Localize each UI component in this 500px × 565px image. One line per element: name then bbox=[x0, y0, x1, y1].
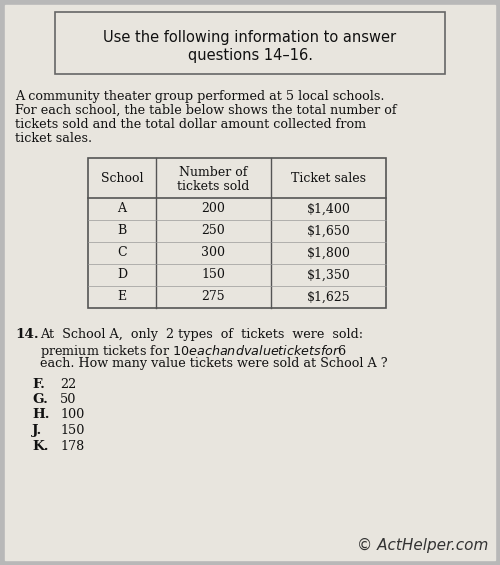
Text: $1,350: $1,350 bbox=[306, 268, 350, 281]
Text: 100: 100 bbox=[60, 408, 84, 421]
Text: J.: J. bbox=[32, 424, 42, 437]
Text: H.: H. bbox=[32, 408, 50, 421]
Text: At  School A,  only  2 types  of  tickets  were  sold:: At School A, only 2 types of tickets wer… bbox=[40, 328, 363, 341]
Text: For each school, the table below shows the total number of: For each school, the table below shows t… bbox=[15, 104, 396, 117]
Text: 250: 250 bbox=[202, 224, 226, 237]
Text: F.: F. bbox=[32, 377, 45, 390]
Text: 150: 150 bbox=[60, 424, 84, 437]
Text: D: D bbox=[117, 268, 127, 281]
Text: ticket sales.: ticket sales. bbox=[15, 132, 92, 145]
Text: 150: 150 bbox=[202, 268, 226, 281]
Text: $1,800: $1,800 bbox=[306, 246, 350, 259]
Bar bbox=[88, 158, 386, 308]
Text: A: A bbox=[118, 202, 126, 215]
Text: tickets sold and the total dollar amount collected from: tickets sold and the total dollar amount… bbox=[15, 118, 366, 131]
Text: 200: 200 bbox=[202, 202, 226, 215]
Text: Ticket sales: Ticket sales bbox=[291, 172, 366, 185]
Text: $1,400: $1,400 bbox=[306, 202, 350, 215]
Text: © ActHelper.com: © ActHelper.com bbox=[356, 538, 488, 553]
Text: 178: 178 bbox=[60, 440, 84, 453]
Text: tickets sold: tickets sold bbox=[178, 180, 250, 193]
Text: 14.: 14. bbox=[15, 328, 38, 341]
Text: premium tickets for $10 each and value tickets for $6: premium tickets for $10 each and value t… bbox=[40, 342, 348, 359]
Text: Number of: Number of bbox=[180, 166, 248, 179]
Text: School: School bbox=[101, 172, 144, 185]
Text: A community theater group performed at 5 local schools.: A community theater group performed at 5… bbox=[15, 90, 384, 103]
Text: C: C bbox=[117, 246, 127, 259]
Bar bbox=[55, 12, 445, 74]
Text: 50: 50 bbox=[60, 393, 76, 406]
Text: each. How many value tickets were sold at School A ?: each. How many value tickets were sold a… bbox=[40, 357, 388, 370]
Text: $1,650: $1,650 bbox=[306, 224, 350, 237]
Text: E: E bbox=[118, 290, 126, 303]
Text: questions 14–16.: questions 14–16. bbox=[188, 48, 312, 63]
Text: 275: 275 bbox=[202, 290, 226, 303]
Text: G.: G. bbox=[32, 393, 48, 406]
Text: 22: 22 bbox=[60, 377, 76, 390]
Text: B: B bbox=[118, 224, 126, 237]
Text: Use the following information to answer: Use the following information to answer bbox=[104, 30, 397, 45]
Text: 300: 300 bbox=[202, 246, 226, 259]
Text: $1,625: $1,625 bbox=[306, 290, 350, 303]
Text: K.: K. bbox=[32, 440, 48, 453]
